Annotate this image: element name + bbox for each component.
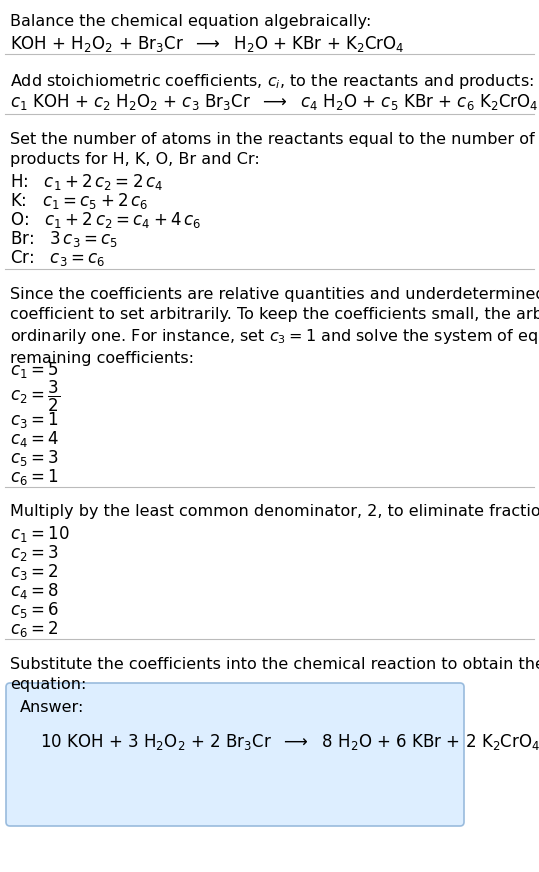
Text: Cr:   $c_3 = c_6$: Cr: $c_3 = c_6$ bbox=[10, 248, 105, 268]
Text: $c_4 = 8$: $c_4 = 8$ bbox=[10, 581, 59, 601]
Text: $c_1$ KOH + $c_2$ H$_2$O$_2$ + $c_3$ Br$_3$Cr  $\longrightarrow$  $c_4$ H$_2$O +: $c_1$ KOH + $c_2$ H$_2$O$_2$ + $c_3$ Br$… bbox=[10, 92, 538, 112]
Text: $c_5 = 6$: $c_5 = 6$ bbox=[10, 600, 59, 620]
Text: $c_3 = 2$: $c_3 = 2$ bbox=[10, 562, 58, 582]
Text: 10 KOH + 3 H$_2$O$_2$ + 2 Br$_3$Cr  $\longrightarrow$  8 H$_2$O + 6 KBr + 2 K$_2: 10 KOH + 3 H$_2$O$_2$ + 2 Br$_3$Cr $\lon… bbox=[40, 732, 539, 752]
Text: Balance the chemical equation algebraically:: Balance the chemical equation algebraica… bbox=[10, 14, 371, 29]
Text: $c_2 = \dfrac{3}{2}$: $c_2 = \dfrac{3}{2}$ bbox=[10, 379, 60, 414]
Text: Add stoichiometric coefficients, $c_i$, to the reactants and products:: Add stoichiometric coefficients, $c_i$, … bbox=[10, 72, 534, 91]
Text: O:   $c_1 + 2\,c_2 = c_4 + 4\,c_6$: O: $c_1 + 2\,c_2 = c_4 + 4\,c_6$ bbox=[10, 210, 201, 230]
Text: $c_6 = 2$: $c_6 = 2$ bbox=[10, 619, 58, 639]
FancyBboxPatch shape bbox=[6, 683, 464, 826]
Text: Substitute the coefficients into the chemical reaction to obtain the balanced
eq: Substitute the coefficients into the che… bbox=[10, 657, 539, 691]
Text: $c_2 = 3$: $c_2 = 3$ bbox=[10, 543, 59, 563]
Text: $c_1 = 5$: $c_1 = 5$ bbox=[10, 360, 59, 380]
Text: KOH + H$_2$O$_2$ + Br$_3$Cr  $\longrightarrow$  H$_2$O + KBr + K$_2$CrO$_4$: KOH + H$_2$O$_2$ + Br$_3$Cr $\longrighta… bbox=[10, 34, 405, 54]
Text: Multiply by the least common denominator, 2, to eliminate fractional coefficient: Multiply by the least common denominator… bbox=[10, 504, 539, 519]
Text: $c_3 = 1$: $c_3 = 1$ bbox=[10, 410, 59, 430]
Text: $c_4 = 4$: $c_4 = 4$ bbox=[10, 429, 59, 449]
Text: H:   $c_1 + 2\,c_2 = 2\,c_4$: H: $c_1 + 2\,c_2 = 2\,c_4$ bbox=[10, 172, 163, 192]
Text: Since the coefficients are relative quantities and underdetermined, choose a
coe: Since the coefficients are relative quan… bbox=[10, 287, 539, 366]
Text: Br:   $3\,c_3 = c_5$: Br: $3\,c_3 = c_5$ bbox=[10, 229, 118, 249]
Text: K:   $c_1 = c_5 + 2\,c_6$: K: $c_1 = c_5 + 2\,c_6$ bbox=[10, 191, 148, 211]
Text: $c_6 = 1$: $c_6 = 1$ bbox=[10, 467, 59, 487]
Text: Answer:: Answer: bbox=[20, 700, 85, 715]
Text: $c_5 = 3$: $c_5 = 3$ bbox=[10, 448, 59, 468]
Text: $c_1 = 10$: $c_1 = 10$ bbox=[10, 524, 70, 544]
Text: Set the number of atoms in the reactants equal to the number of atoms in the
pro: Set the number of atoms in the reactants… bbox=[10, 132, 539, 167]
